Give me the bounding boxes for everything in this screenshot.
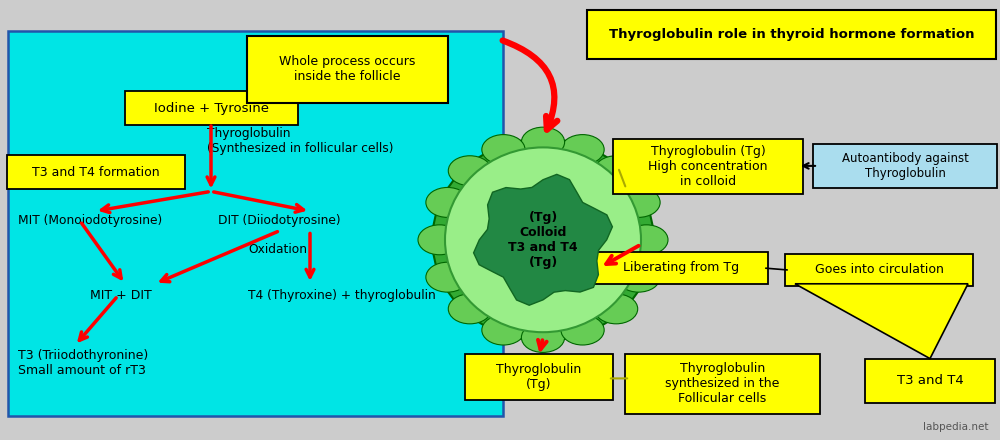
Text: DIT (Diiodotyrosine): DIT (Diiodotyrosine) bbox=[218, 214, 341, 227]
Ellipse shape bbox=[617, 187, 660, 217]
Ellipse shape bbox=[561, 315, 604, 345]
Ellipse shape bbox=[482, 315, 525, 345]
FancyBboxPatch shape bbox=[625, 354, 820, 414]
Ellipse shape bbox=[445, 147, 641, 332]
Ellipse shape bbox=[482, 135, 525, 165]
FancyBboxPatch shape bbox=[247, 36, 448, 103]
Text: T3 (Triiodothyronine)
Small amount of rT3: T3 (Triiodothyronine) Small amount of rT… bbox=[18, 349, 148, 377]
Ellipse shape bbox=[617, 262, 660, 292]
FancyBboxPatch shape bbox=[785, 254, 973, 286]
FancyBboxPatch shape bbox=[613, 139, 803, 194]
FancyBboxPatch shape bbox=[465, 354, 613, 400]
Ellipse shape bbox=[418, 225, 461, 255]
Text: Thyroglobulin
(Tg): Thyroglobulin (Tg) bbox=[496, 363, 582, 391]
Text: Thyroglobulin
synthesized in the
Follicular cells: Thyroglobulin synthesized in the Follicu… bbox=[665, 363, 780, 405]
Ellipse shape bbox=[426, 262, 469, 292]
Text: Goes into circulation: Goes into circulation bbox=[815, 264, 943, 276]
Ellipse shape bbox=[561, 135, 604, 165]
FancyBboxPatch shape bbox=[8, 31, 503, 416]
Text: Thyroglobulin role in thyroid hormone formation: Thyroglobulin role in thyroid hormone fo… bbox=[609, 28, 974, 40]
Ellipse shape bbox=[432, 139, 654, 341]
Ellipse shape bbox=[521, 323, 565, 352]
Text: MIT (Monoiodotyrosine): MIT (Monoiodotyrosine) bbox=[18, 214, 162, 227]
Text: Oxidation: Oxidation bbox=[248, 243, 307, 256]
FancyBboxPatch shape bbox=[813, 144, 997, 188]
FancyBboxPatch shape bbox=[587, 10, 996, 59]
FancyBboxPatch shape bbox=[595, 252, 768, 284]
Ellipse shape bbox=[426, 187, 469, 217]
Text: Autoantibody against
Thyroglobulin: Autoantibody against Thyroglobulin bbox=[842, 152, 968, 180]
Text: T4 (Thyroxine) + thyroglobulin: T4 (Thyroxine) + thyroglobulin bbox=[248, 289, 436, 302]
Polygon shape bbox=[795, 284, 968, 359]
FancyBboxPatch shape bbox=[125, 91, 298, 125]
Ellipse shape bbox=[595, 294, 638, 324]
Text: Thyroglobulin (Tg)
High concentration
in colloid: Thyroglobulin (Tg) High concentration in… bbox=[648, 145, 768, 187]
Ellipse shape bbox=[521, 127, 565, 157]
Text: MIT + DIT: MIT + DIT bbox=[90, 289, 152, 302]
Ellipse shape bbox=[448, 294, 491, 324]
Text: labpedia.net: labpedia.net bbox=[922, 422, 988, 432]
Text: T3 and T4 formation: T3 and T4 formation bbox=[32, 165, 160, 179]
FancyBboxPatch shape bbox=[7, 155, 185, 189]
Polygon shape bbox=[474, 174, 612, 305]
Text: Liberating from Tg: Liberating from Tg bbox=[623, 261, 740, 274]
Text: (Tg)
Colloid
T3 and T4
(Tg): (Tg) Colloid T3 and T4 (Tg) bbox=[508, 211, 578, 269]
Ellipse shape bbox=[595, 156, 638, 186]
Ellipse shape bbox=[448, 156, 491, 186]
Text: Whole process occurs
inside the follicle: Whole process occurs inside the follicle bbox=[279, 55, 416, 83]
Text: Iodine + Tyrosine: Iodine + Tyrosine bbox=[154, 102, 269, 115]
FancyBboxPatch shape bbox=[865, 359, 995, 403]
Text: T3 and T4: T3 and T4 bbox=[897, 374, 963, 387]
Ellipse shape bbox=[625, 225, 668, 255]
Text: Thyroglobulin
(Synthesized in follicular cells): Thyroglobulin (Synthesized in follicular… bbox=[207, 127, 394, 155]
